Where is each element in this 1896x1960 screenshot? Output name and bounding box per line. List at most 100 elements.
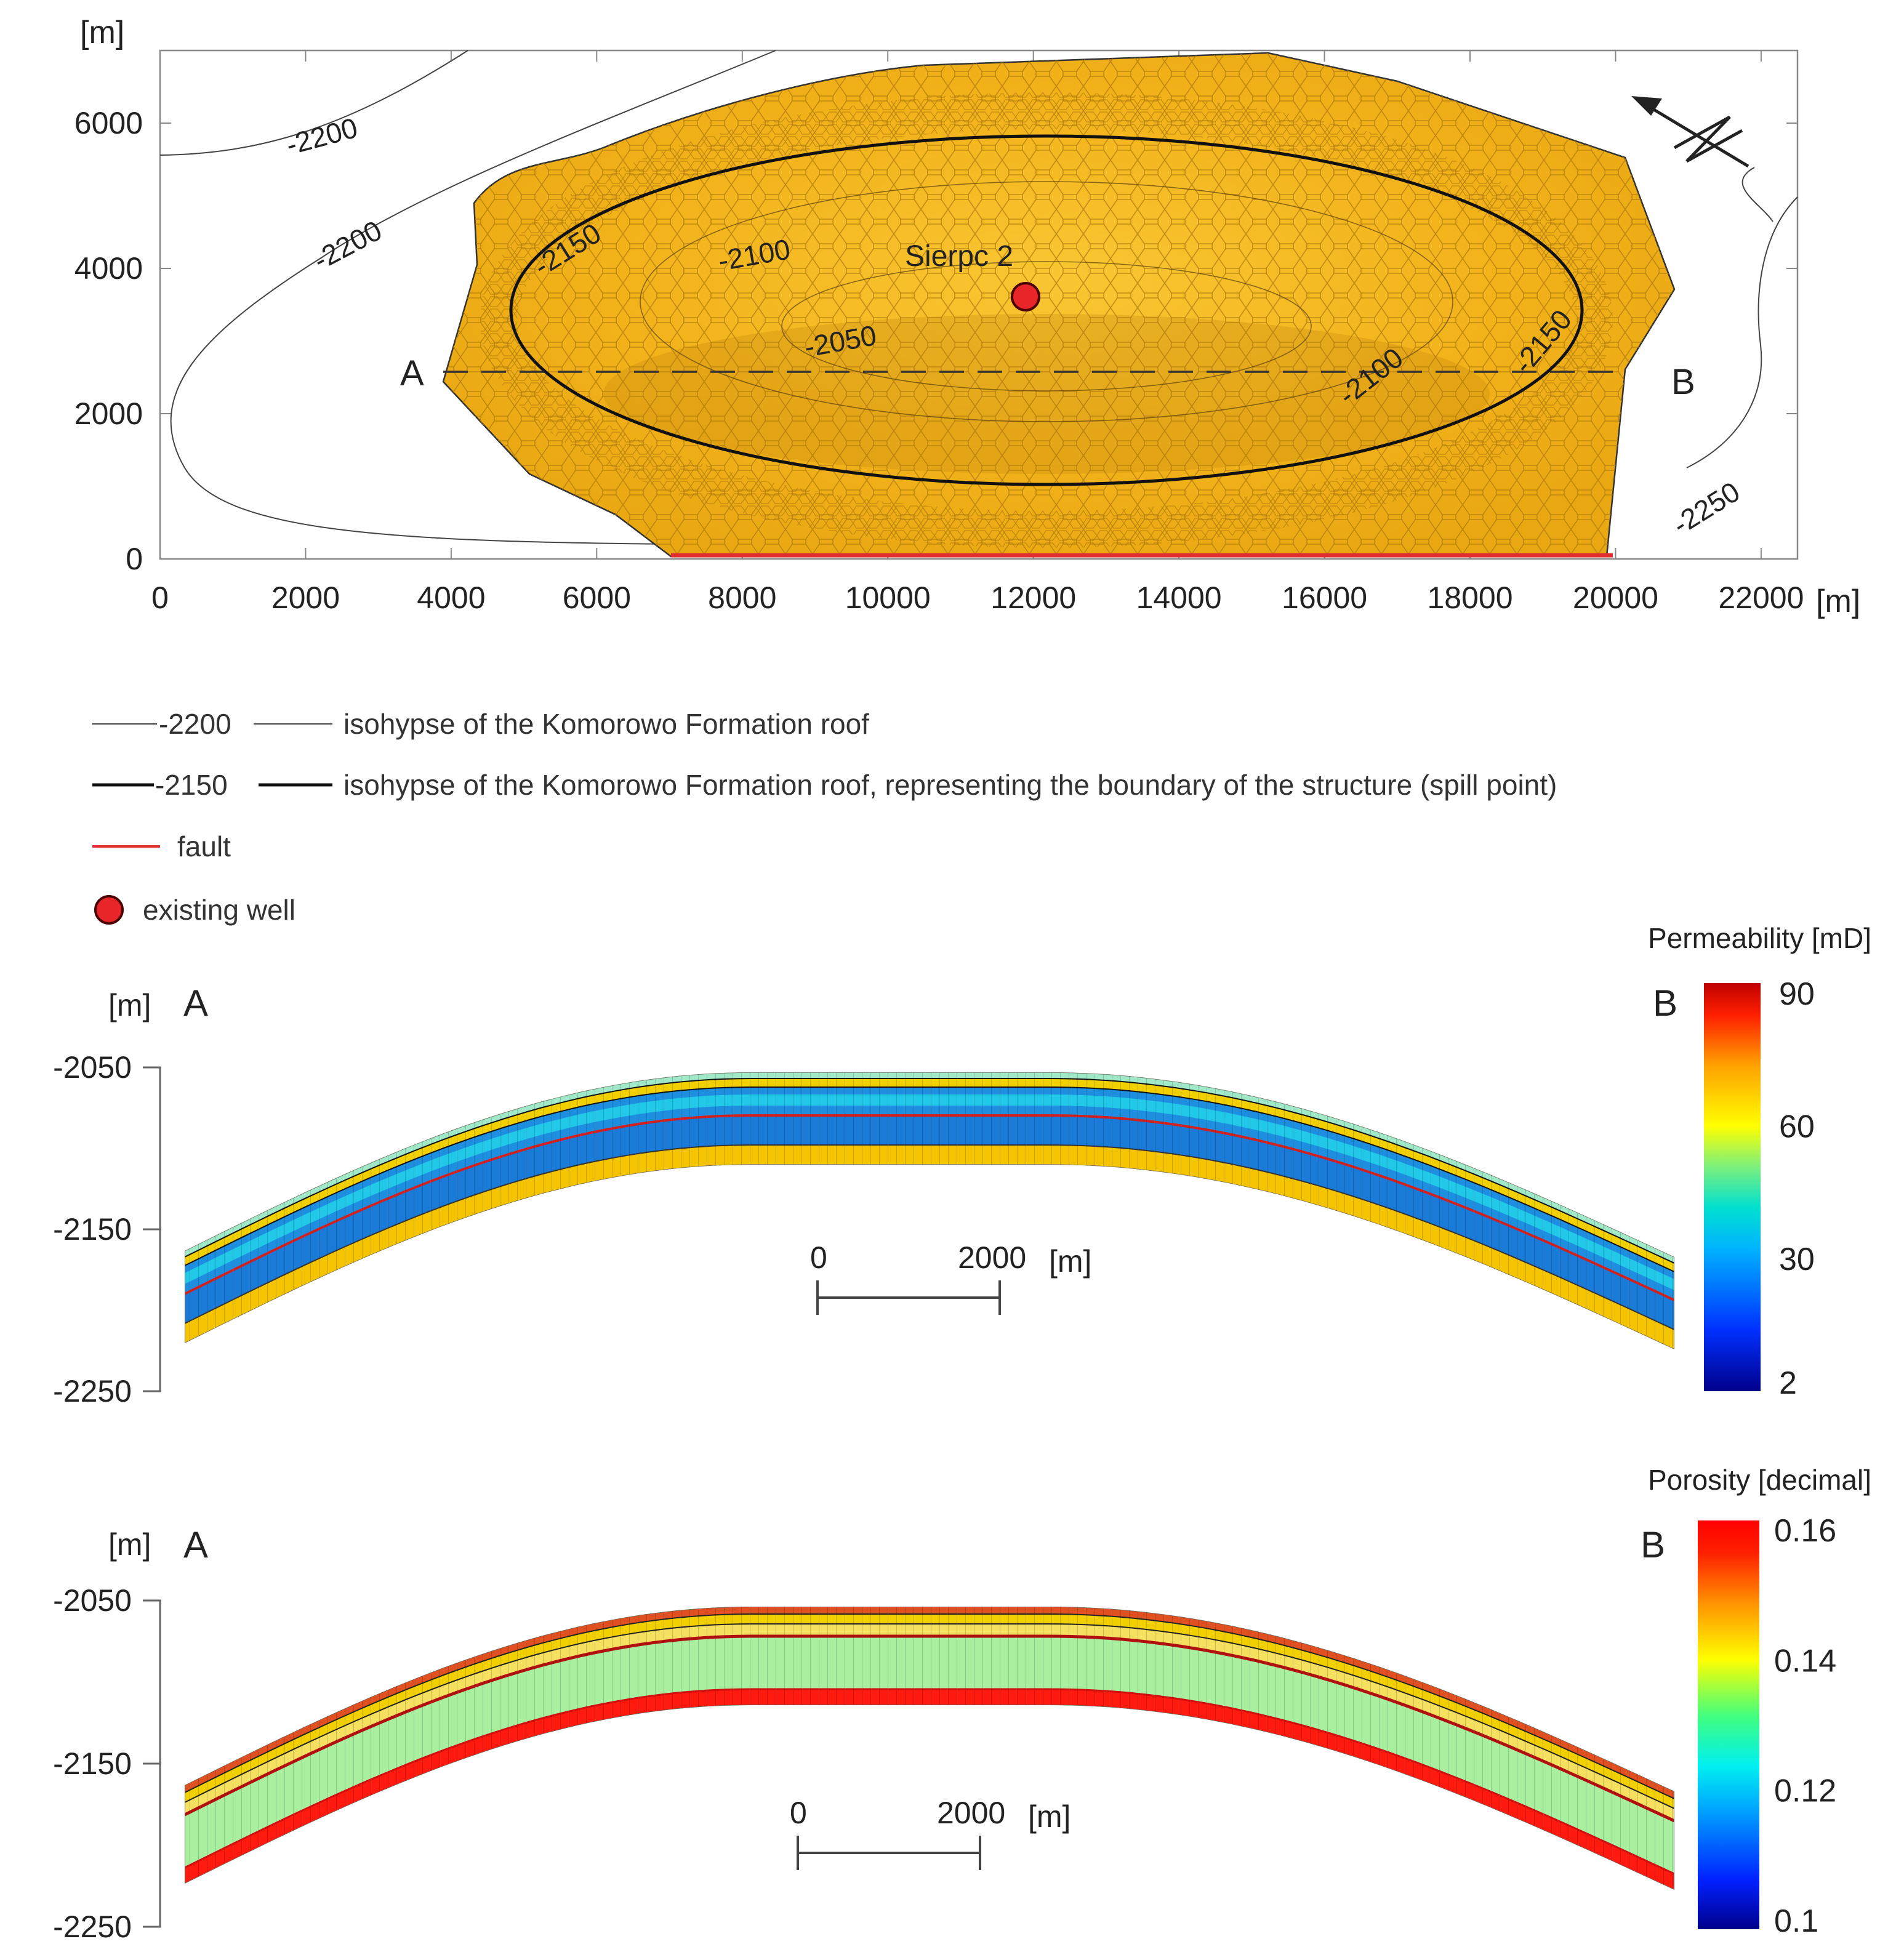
x-tick-label: 6000 [563,580,631,615]
section-label-b: B [1671,362,1695,402]
section-label-a: A [400,353,424,393]
section-y-unit: [m] [108,988,151,1022]
legend-sample-2150: -2150 [155,769,228,801]
x-tick-label: 20000 [1573,580,1658,615]
colorbar-permeability [1704,983,1761,1391]
north-arrow-icon [1631,96,1749,168]
colorbar-tick-label: 90 [1779,976,1815,1012]
scale-unit: [m] [1049,1244,1091,1279]
scale-length: 2000 [937,1796,1005,1830]
y-tick-label: 4000 [74,251,143,286]
x-tick-label: 12000 [990,580,1076,615]
isohypse-2100 [640,181,1453,422]
legend-item-isohypse: -2200 isohypse of the Komorowo Formation… [92,708,869,740]
y-tick-label: 2000 [74,396,143,431]
well-label: Sierpc 2 [905,240,1013,273]
mesh-refinement-ring [480,92,1613,548]
well-symbol-icon [94,895,124,925]
colorbar-tick-label: 2 [1779,1365,1797,1401]
map-x-unit: [m] [1816,584,1860,619]
depth-tick-label: -2050 [53,1050,132,1085]
colorbar-title-permeability: Permeability [mD] [1648,922,1871,954]
colorbar-tick-label: 0.1 [1774,1903,1818,1939]
permeability-bands [185,1072,1674,1349]
map-x-axis-labels: 0 2000 4000 6000 8000 10000 12000 14000 16000 180… [151,580,1804,615]
depth-axis-ticks: -2050 -2150 -2250 [53,1583,161,1944]
x-tick-label: 16000 [1282,580,1367,615]
scale-bar: 0 2000 [m] [810,1240,1091,1315]
isohypse-2250 [1686,196,1798,468]
legend-text-isohypse: isohypse of the Komorowo Formation roof [343,708,869,740]
colorbar-porosity [1698,1520,1759,1929]
legend-text-fault: fault [177,830,231,862]
porosity-section: Porosity [decimal] [m] A B -2050 -2150 -22… [53,1464,1871,1944]
map-y-axis-labels: 6000 4000 2000 0 [74,106,143,576]
legend-sample-2200: -2200 [159,708,231,740]
x-tick-label: 8000 [708,580,776,615]
isohypse-2250-east [1741,167,1773,222]
section-start-a: A [183,1524,208,1565]
structure-mesh-overlay [443,53,1674,556]
colorbar-tick-label: 0.12 [1774,1773,1836,1809]
layer-boundary [185,1086,1674,1272]
x-tick-label: 2000 [271,580,340,615]
x-tick-label: 0 [151,580,169,615]
scale-zero: 0 [810,1240,827,1275]
grid-columns [185,1072,1674,1349]
depth-axis-ticks: -2050 -2150 -2250 [53,1050,161,1408]
colorbar-ticks: 0.16 0.14 0.12 0.1 [1774,1513,1836,1939]
scale-zero: 0 [790,1796,807,1830]
structure-map: A B Sierpc 2 -2200 -2200 -2150 -2100 -20… [74,15,1860,619]
legend-item-well: existing well [94,894,295,926]
depth-tick-label: -2250 [53,1910,132,1944]
colorbar-tick-label: 60 [1779,1109,1815,1144]
depth-tick-label: -2150 [53,1746,132,1781]
layer-boundary [185,1688,1674,1875]
colorbar-tick-label: 0.16 [1774,1513,1836,1549]
layer-boundary [185,1144,1674,1330]
isohypse-2200-outer [159,50,468,156]
legend-text-spill-point: isohypse of the Komorowo Formation roof,… [343,769,1557,801]
depth-tick-label: -2050 [53,1583,132,1618]
section-end-b: B [1641,1524,1665,1565]
x-tick-label: 18000 [1427,580,1512,615]
y-tick-label: 0 [126,542,143,576]
map-y-unit: [m] [80,15,124,50]
grid-columns [185,1607,1674,1890]
colorbar-title-porosity: Porosity [decimal] [1648,1464,1871,1496]
x-tick-label: 14000 [1136,580,1222,615]
isohypse-2050 [781,261,1312,392]
section-start-a: A [183,982,208,1024]
legend: -2200 isohypse of the Komorowo Formation… [92,708,1557,926]
well-sierpc-2[interactable] [1011,282,1040,311]
section-end-b: B [1653,982,1677,1024]
x-tick-label: 22000 [1718,580,1804,615]
depth-tick-label: -2150 [53,1212,132,1247]
layer-boundary [185,1078,1674,1264]
legend-item-spill-point: -2150 isohypse of the Komorowo Formation… [92,769,1557,801]
y-tick-label: 6000 [74,106,143,140]
legend-item-fault: fault [92,830,231,862]
legend-text-well: existing well [143,894,295,926]
layer-boundary [185,1623,1674,1809]
isohypse-2200-inner [170,50,776,545]
isohypse-2150-spill-point [509,134,1584,486]
permeability-section: Permeability [mD] [m] A B -2050 -2150 -225… [53,922,1871,1408]
colorbar-ticks: 90 60 30 2 [1779,976,1815,1401]
layer-boundary [185,1114,1674,1301]
section-y-unit: [m] [108,1527,151,1562]
x-tick-label: 10000 [845,580,931,615]
section-outline [185,1072,1674,1349]
layer-boundary [185,1613,1674,1799]
depth-tick-label: -2250 [53,1374,132,1408]
layer-boundary [185,1634,1674,1823]
scale-length: 2000 [958,1240,1026,1275]
scale-unit: [m] [1028,1799,1071,1834]
x-tick-label: 4000 [417,580,485,615]
scale-bar: 0 2000 [m] [790,1796,1071,1870]
porosity-bands [185,1607,1674,1890]
colorbar-tick-label: 30 [1779,1242,1815,1277]
structure-shadow [603,314,1490,474]
colorbar-tick-label: 0.14 [1774,1643,1836,1679]
